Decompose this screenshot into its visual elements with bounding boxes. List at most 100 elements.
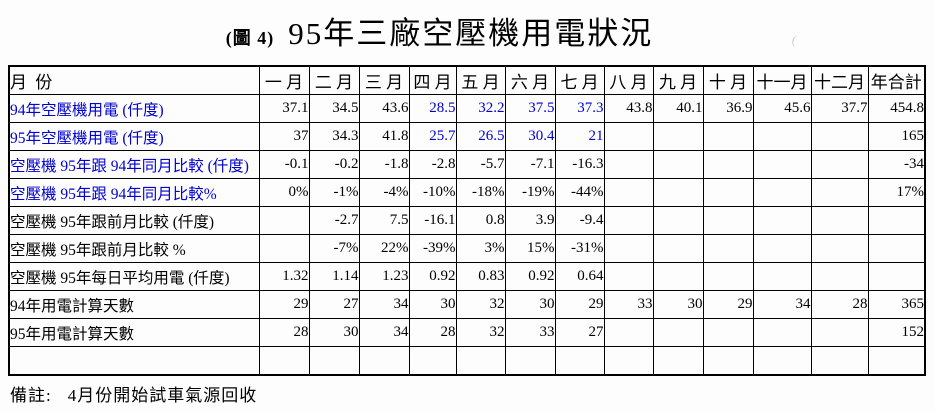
value-cell [810,122,869,151]
month-header-cell: 十一月 [752,65,812,95]
value-cell: 43.6 [358,94,410,123]
row-label-cell: 94年空壓機用電 (仟度) [8,94,260,123]
value-cell [702,234,754,263]
value-cell [652,122,704,151]
value-cell: 29 [702,290,754,319]
value-cell: -0.2 [308,150,360,179]
value-cell: 21 [554,122,605,151]
value-cell: 30 [308,318,360,347]
value-cell [752,122,812,151]
value-cell [455,346,506,376]
value-cell [652,150,704,179]
row-label-cell: 空壓機 95年跟前月比較 % [8,234,260,263]
value-cell: 41.8 [358,122,410,151]
value-cell: 165 [867,122,926,151]
table-body: 94年空壓機用電 (仟度) 37.1 34.5 43.6 28.5 32.2 37.5 37.… [8,94,926,376]
value-cell [554,346,605,376]
value-cell: 30 [504,290,556,319]
value-cell: -16.3 [554,150,605,179]
value-cell: 152 [867,318,926,347]
value-cell [810,234,869,263]
table-row: 空壓機 95年跟前月比較 % -7% 22% -39% 3% 15% -31% [8,234,926,263]
value-cell: 37.5 [504,94,556,123]
month-header-cell: 五 月 [455,65,506,95]
month-header-cell: 八 月 [603,65,654,95]
value-cell: 0.83 [455,262,506,291]
value-cell [408,346,457,376]
value-cell: -9.4 [554,206,605,235]
row-label-cell: 94年用電計算天數 [8,290,260,319]
value-cell [652,346,704,376]
value-cell [810,318,869,347]
value-cell: 1.14 [308,262,360,291]
value-cell [752,150,812,179]
value-cell: -2.7 [308,206,360,235]
table-row: 94年用電計算天數 29 27 34 30 32 30 29 33 30 29 34 28 365 [8,290,926,319]
value-cell [702,262,754,291]
value-cell: 29 [258,290,310,319]
footnote-text: 4月份開始試車氣源回收 [67,386,258,405]
value-cell: 30 [652,290,704,319]
value-cell: -39% [408,234,457,263]
value-cell [752,234,812,263]
value-cell: 26.5 [455,122,506,151]
value-cell: 1.23 [358,262,410,291]
value-cell: 0% [258,178,310,207]
value-cell: 27 [554,318,605,347]
page-title: 95年三廠空壓機用電狀況 [288,16,654,51]
value-cell: -18% [455,178,506,207]
value-cell [752,178,812,207]
value-cell: 29 [554,290,605,319]
value-cell: -34 [867,150,926,179]
value-cell [867,234,926,263]
value-cell: 37.1 [258,94,310,123]
value-cell: 7.5 [358,206,410,235]
month-column-header: 月 份 [8,65,260,95]
month-header-cell: 七 月 [554,65,605,95]
value-cell: 28 [258,318,310,347]
title-row: (圖 4) 95年三廠空壓機用電狀況 [0,8,907,53]
month-header-cell: 十二月 [810,65,869,95]
value-cell [504,346,556,376]
value-cell [603,234,654,263]
value-cell [603,206,654,235]
header-row: 月 份一 月二 月三 月四 月五 月六 月七 月八 月九 月十 月十一月 十二月年… [8,65,926,95]
value-cell: 34 [358,318,410,347]
table-row: 95年空壓機用電 (仟度) 37 34.3 41.8 25.7 26.5 30.4 21 165 [8,122,926,151]
table-row: 空壓機 95年跟 94年同月比較% 0% -1% -4% -10% -18% -19% -44… [8,178,926,207]
value-cell: 32 [455,318,506,347]
value-cell [603,178,654,207]
value-cell [603,318,654,347]
value-cell: 30 [408,290,457,319]
value-cell [652,178,704,207]
table-row: 94年空壓機用電 (仟度) 37.1 34.5 43.6 28.5 32.2 37.5 37.… [8,94,926,123]
value-cell: 34.3 [308,122,360,151]
value-cell: -1% [308,178,360,207]
value-cell [810,206,869,235]
value-cell: -4% [358,178,410,207]
value-cell [702,122,754,151]
value-cell: 36.9 [702,94,754,123]
value-cell: 0.92 [408,262,457,291]
footnote: 備註: 4月份開始試車氣源回收 [10,381,257,406]
value-cell [810,346,869,376]
value-cell [752,206,812,235]
value-cell: -7.1 [504,150,556,179]
value-cell: 365 [867,290,926,319]
row-label-cell: 空壓機 95年跟 94年同月比較 (仟度) [8,150,260,179]
row-label-cell: 95年用電計算天數 [8,318,260,347]
value-cell: 37.7 [810,94,869,123]
value-cell [652,318,704,347]
value-cell: 43.8 [603,94,654,123]
value-cell: 1.32 [258,262,310,291]
value-cell [258,346,310,376]
value-cell [603,150,654,179]
value-cell: 0.64 [554,262,605,291]
month-header-cell: 三 月 [358,65,410,95]
table-row: 空壓機 95年跟 94年同月比較 (仟度) -0.1 -0.2 -1.8 -2.8 -5.… [8,150,926,179]
value-cell: 0.92 [504,262,556,291]
value-cell: 28.5 [408,94,457,123]
value-cell: 33 [504,318,556,347]
value-cell: 34.5 [308,94,360,123]
